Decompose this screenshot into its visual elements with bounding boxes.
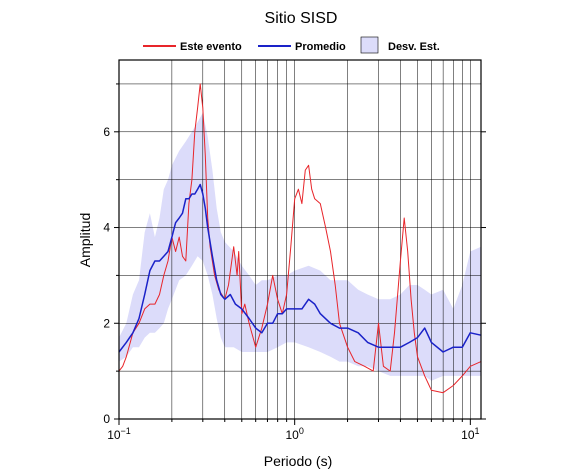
y-tick-label: 2: [103, 316, 110, 330]
legend-label-desv-est: Desv. Est.: [388, 41, 440, 53]
x-tick-label: 101: [461, 426, 479, 442]
y-tick-label: 6: [103, 125, 110, 139]
legend-label-promedio: Promedio: [295, 41, 346, 53]
y-tick-label: 4: [103, 221, 110, 235]
series-line-promedio: [118, 183, 482, 353]
x-tick-label: 100: [285, 426, 303, 442]
plot-area: 0 2 4 6 10−1 100 101: [103, 59, 486, 442]
y-tick-label: 0: [103, 412, 110, 426]
series-line-este-evento: [118, 83, 482, 394]
plot-frame: [118, 59, 482, 420]
legend-swatch-desv-est: [360, 36, 379, 54]
x-tick-label: 10−1: [107, 426, 131, 442]
std-dev-band: [119, 112, 481, 381]
y-axis-label: Amplitud: [77, 213, 93, 267]
chart-title: Sitio SISD: [265, 10, 338, 27]
legend-label-este-evento: Este evento: [180, 41, 242, 53]
x-axis-label: Periodo (s): [264, 453, 332, 469]
legend: Este evento Promedio Desv. Est.: [143, 36, 440, 54]
